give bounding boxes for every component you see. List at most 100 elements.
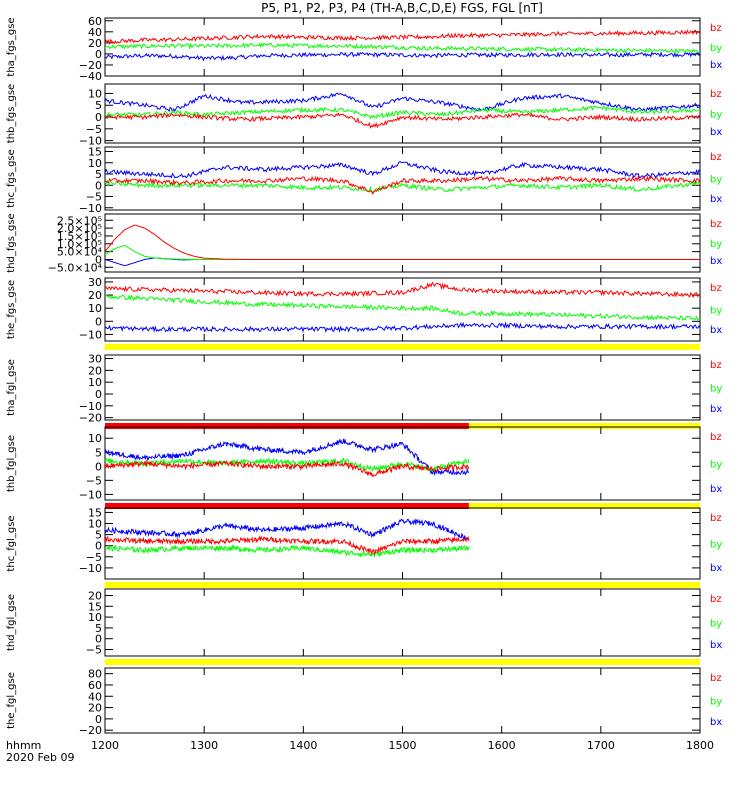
legend-label-by: by [710,384,722,395]
panel-frame [104,667,701,734]
series-line-by [105,179,700,193]
legend-label-by: by [710,110,722,121]
y-tick-label: 0 [95,460,102,473]
y-tick-label: 0 [95,388,102,401]
y-tick-label: 10 [88,157,102,170]
y-tick-label: 0 [95,48,102,61]
series-line-bx [105,51,700,62]
panel-frame [104,17,701,77]
series-line-bz [105,224,700,260]
y-tick-label: 0 [95,633,102,646]
y-tick-label: 20 [88,589,102,602]
legend-label-by: by [710,43,722,54]
y-tick-label: −10 [79,202,102,215]
panel-ylabel: tha_fgl_gse [6,359,17,416]
legend-label-bz: bz [710,219,722,230]
y-tick-label: 15 [88,146,102,159]
legend-label-by: by [710,697,722,708]
y-tick-label: 30 [88,276,102,289]
y-tick-label: 0 [95,179,102,192]
status-bar [105,423,469,429]
series-line-by [105,41,700,54]
legend-label-bz: bz [710,152,722,163]
panel-ylabel: thd_fgs_gse [6,213,17,272]
legend-label-bz: bz [710,283,722,294]
series-line-by [105,544,470,558]
panel-ylabel: thb_fgl_gse [6,435,17,492]
y-tick-label: −10 [79,135,102,148]
series-line-bx [105,518,470,541]
series-line-bz [105,29,700,46]
y-tick-label: −10 [79,400,102,413]
x-tick-label: 1800 [686,739,714,752]
legend-label-bz: bz [710,513,722,524]
legend-label-by: by [710,239,722,250]
legend-label-by: by [710,619,722,630]
y-tick-label: −5 [86,551,102,564]
series-line-bx [105,92,700,113]
panel-frame [104,354,701,421]
series-line-bx [105,321,700,333]
y-tick-label: 5 [95,446,102,459]
legend-label-bx: bx [710,325,722,336]
y-tick-label: 10 [88,611,102,624]
status-bar [468,423,700,429]
legend-label-by: by [710,540,722,551]
y-tick-label: −5 [86,123,102,136]
status-bar [468,503,700,509]
y-tick-label: 0 [95,111,102,124]
y-tick-label: 15 [88,506,102,519]
y-tick-label: 60 [88,15,102,28]
y-tick-label: 5 [95,622,102,635]
legend-label-bx: bx [710,60,722,71]
y-tick-label: 5 [95,99,102,112]
legend-label-bx: bx [710,194,722,205]
panel-ylabel: the_fgl_gse [6,672,17,729]
series-line-bx [105,161,700,180]
date-label: 2020 Feb 09 [6,751,74,764]
panel-ylabel: thd_fgl_gse [6,594,17,651]
panel-ylabel: thb_fgs_gse [6,84,17,143]
panel-thd_fgs: −5.0×10⁴05.0×10⁴1.0×10⁵1.5×10⁵2.0×10⁵2.5… [6,213,722,274]
series-line-by [105,457,470,474]
y-tick-label: −5.0×10⁴ [48,261,103,274]
panel-frame [104,507,701,580]
y-tick-label: 5 [95,168,102,181]
y-tick-label: 40 [88,690,102,703]
series-line-bz [105,112,700,129]
y-tick-label: 5 [95,529,102,542]
legend-label-bx: bx [710,404,722,415]
y-tick-label: 2.0×10⁵ [57,222,102,235]
legend-label-bz: bz [710,23,722,34]
y-tick-label: 0 [95,713,102,726]
y-tick-label: 1.0×10⁵ [57,238,102,251]
x-tick-label: 1300 [190,739,218,752]
x-tick-label: 1700 [587,739,615,752]
series-line-bz [105,535,470,556]
y-tick-label: −5 [86,474,102,487]
legend-label-bx: bx [710,256,722,267]
y-tick-label: 10 [88,518,102,531]
y-tick-label: 0 [95,540,102,553]
legend-label-by: by [710,460,722,471]
y-tick-label: −5 [86,191,102,204]
x-tick-label: 1600 [488,739,516,752]
status-bar [105,344,700,350]
x-tick-label: 1400 [289,739,317,752]
series-line-by [105,294,700,322]
y-tick-label: 40 [88,26,102,39]
x-tick-label: 1500 [389,739,417,752]
y-tick-label: 10 [88,376,102,389]
legend-label-bx: bx [710,484,722,495]
legend-label-bx: bx [710,563,722,574]
y-tick-label: 20 [88,702,102,715]
